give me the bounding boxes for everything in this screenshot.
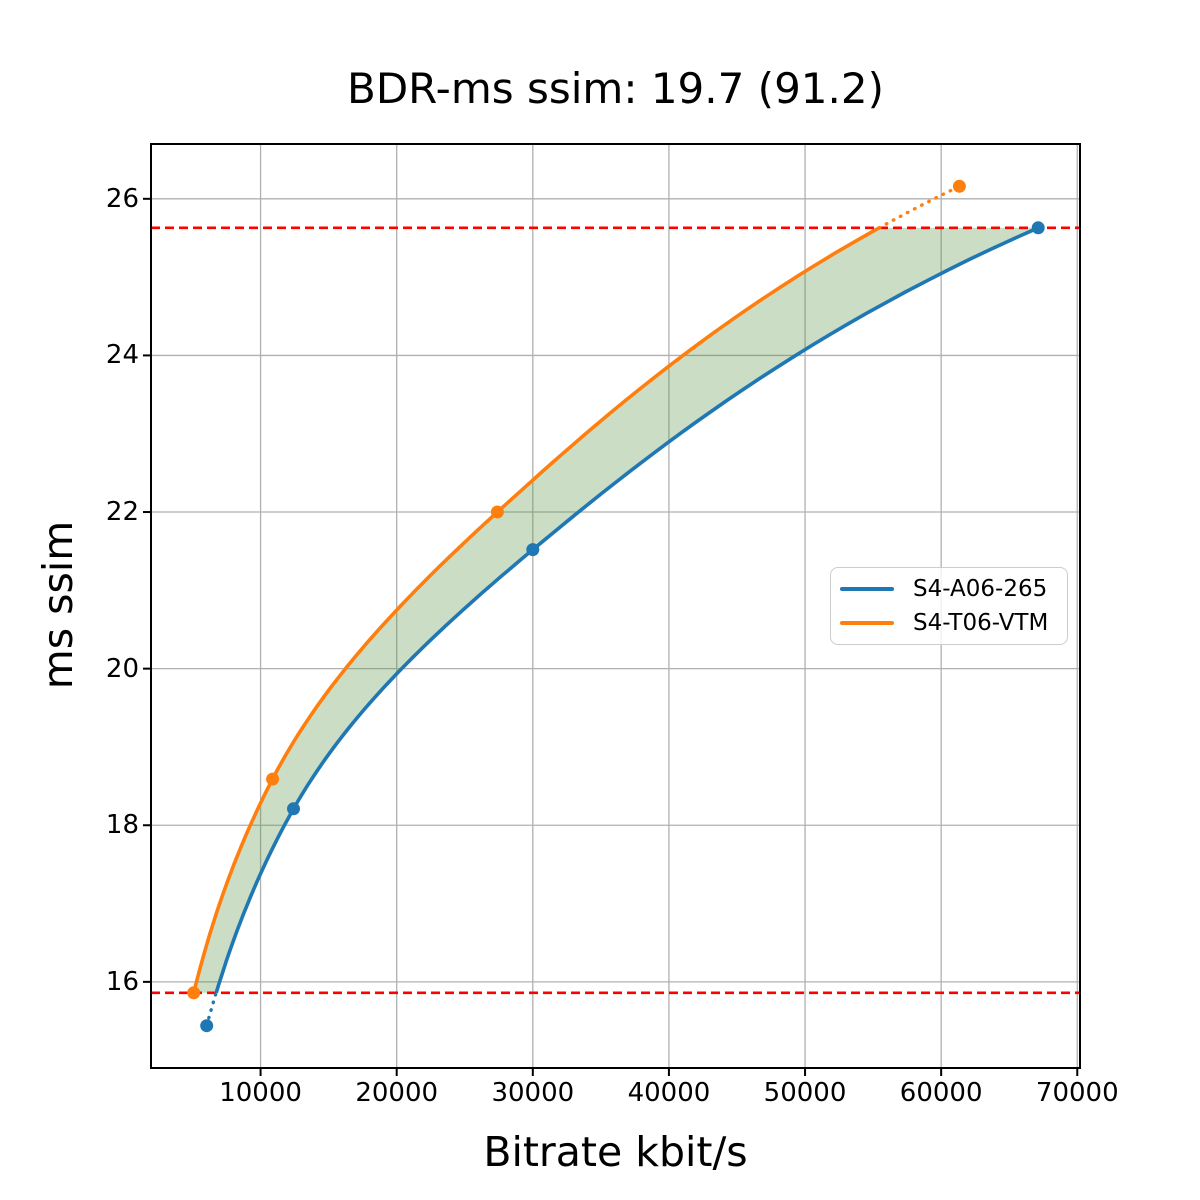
y-tick-label: 22 <box>105 497 139 528</box>
legend-line-icon <box>840 621 894 625</box>
data-point-marker <box>287 802 300 816</box>
series-dotted-extension <box>205 991 218 1028</box>
y-tick-label: 18 <box>105 810 139 841</box>
x-tick-label: 10000 <box>219 1078 302 1108</box>
legend-label: S4-A06-265 <box>913 576 1048 602</box>
series-line <box>191 226 881 994</box>
chart-title: BDR-ms ssim: 19.7 (91.2) <box>347 64 884 113</box>
legend-line-icon <box>840 587 894 591</box>
data-point-marker <box>526 543 540 557</box>
x-tick-label: 20000 <box>355 1078 439 1108</box>
x-tick-label: 50000 <box>763 1078 847 1108</box>
legend-item: S4-A06-265 <box>840 576 1067 602</box>
data-point-marker <box>1031 221 1045 235</box>
y-tick-label: 20 <box>105 653 139 684</box>
data-point-marker <box>952 179 966 193</box>
x-tick-label: 70000 <box>1035 1078 1119 1108</box>
legend-item: S4-T06-VTM <box>840 610 1067 636</box>
y-tick-label: 16 <box>105 966 139 997</box>
data-point-marker <box>187 986 201 1000</box>
data-point-marker <box>490 505 504 519</box>
y-tick-label: 26 <box>105 183 139 214</box>
reference-lines <box>151 226 1080 995</box>
tick-marks <box>143 197 1079 1076</box>
data-point-marker <box>200 1019 214 1033</box>
legend-label: S4-T06-VTM <box>913 610 1049 636</box>
x-tick-label: 30000 <box>491 1078 575 1108</box>
data-point-marker <box>266 772 280 786</box>
legend: S4-A06-265 S4-T06-VTM <box>830 567 1068 645</box>
x-tick-label: 40000 <box>627 1078 711 1108</box>
x-axis-label: Bitrate kbit/s <box>483 1128 748 1176</box>
series-curves <box>187 179 1045 1033</box>
plot-frame <box>150 143 1081 1069</box>
series-dotted-extension <box>877 184 962 230</box>
x-tick-label: 60000 <box>899 1078 983 1108</box>
series-line <box>214 226 1039 994</box>
y-tick-label: 24 <box>105 340 139 371</box>
